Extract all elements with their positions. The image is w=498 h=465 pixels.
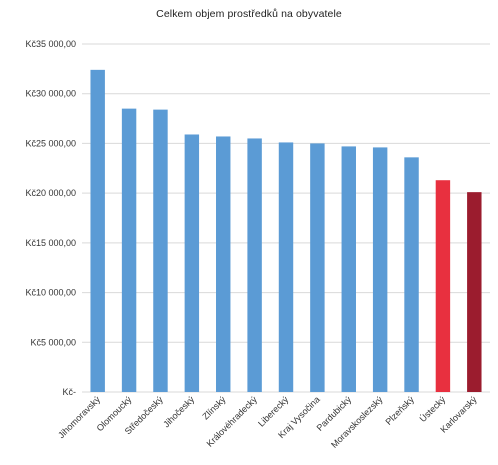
x-category-label: Jihomoravský [56,394,102,440]
bar [435,180,451,392]
bar [216,136,231,392]
x-axis-labels: JihomoravskýOlomouckýStředočeskýJihočesk… [56,394,479,450]
bar [372,147,388,392]
y-tick-label: Kč35 000,00 [25,39,76,49]
x-category-label: Zlínský [200,394,228,422]
y-tick-label: Kč30 000,00 [25,89,76,99]
bar [153,109,168,392]
y-axis-ticks: Kč- Kč5 000,00 Kč10 000,00 Kč15 000,00 Kč20 … [25,39,76,397]
bar [467,192,482,392]
bar [310,143,325,392]
x-category-label: Plzeňský [383,394,416,427]
y-tick-label: Kč15 000,00 [25,238,76,248]
bars [90,69,482,393]
x-category-label: Jihočeský [161,394,196,429]
bar [404,157,419,392]
bar [278,142,294,392]
y-tick-label: Kč10 000,00 [25,288,76,298]
chart-title: Celkem objem prostředků na obyvatele [156,8,342,20]
bar [247,138,262,392]
x-category-label: Ústecký [418,394,448,424]
bar [121,108,137,392]
bar [90,69,105,392]
bar [184,134,200,393]
y-tick-label: Kč25 000,00 [25,138,76,148]
y-tick-label: Kč- [63,387,77,397]
y-tick-label: Kč5 000,00 [30,337,76,347]
y-tick-label: Kč20 000,00 [25,188,76,198]
bar [341,146,356,392]
